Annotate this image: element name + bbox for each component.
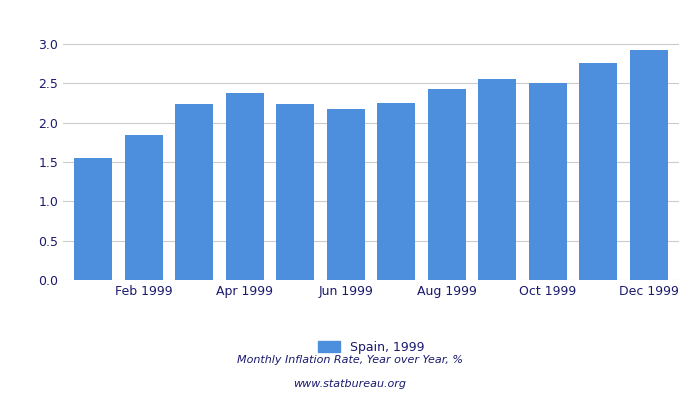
Bar [226, 94, 264, 280]
Bar [528, 83, 567, 280]
Bar [74, 158, 112, 280]
Bar [428, 90, 466, 280]
Bar [125, 135, 162, 280]
Bar [630, 50, 668, 280]
Bar [327, 109, 365, 280]
Text: Monthly Inflation Rate, Year over Year, %: Monthly Inflation Rate, Year over Year, … [237, 355, 463, 365]
Bar [478, 79, 516, 280]
Text: www.statbureau.org: www.statbureau.org [293, 379, 407, 389]
Bar [580, 64, 617, 280]
Bar [377, 103, 415, 280]
Bar [276, 104, 314, 280]
Bar [175, 104, 214, 280]
Legend: Spain, 1999: Spain, 1999 [318, 341, 424, 354]
